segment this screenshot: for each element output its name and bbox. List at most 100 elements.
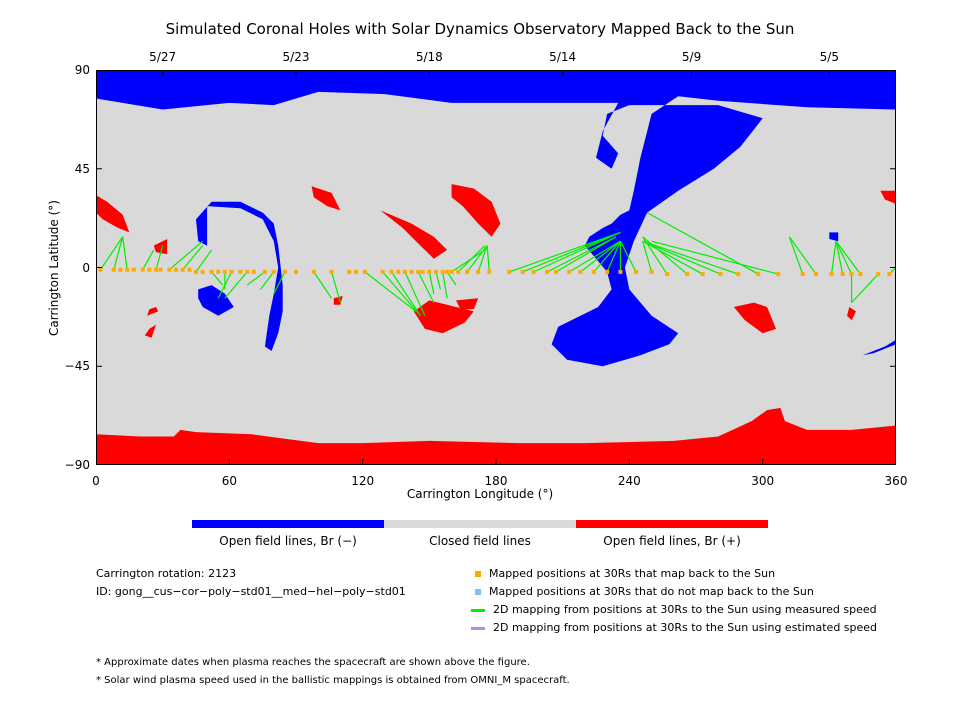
mapped-point-37 xyxy=(420,269,425,274)
mapping-line-57 xyxy=(851,273,879,304)
mapped-point-54 xyxy=(591,269,596,274)
mapped-point-50 xyxy=(545,269,550,274)
mapped-point-31 xyxy=(380,269,385,274)
mapping-line-1 xyxy=(113,236,124,270)
footnote-dates: * Approximate dates when plasma reaches … xyxy=(96,657,530,668)
mapped-point-66 xyxy=(800,272,805,277)
carrington-rotation: Carrington rotation: 2123 xyxy=(96,567,237,580)
legend-item-mapped: Mapped positions at 30Rs that map back t… xyxy=(475,567,775,580)
mapped-point-3 xyxy=(125,267,130,272)
y-tick-label-1: 45 xyxy=(74,161,90,176)
mapped-point-17 xyxy=(222,269,227,274)
mapping-line-42 xyxy=(642,240,653,273)
mapping-line-20 xyxy=(404,271,426,317)
mapped-point-14 xyxy=(200,269,205,274)
colorbar-label-open-positive: Open field lines, Br (+) xyxy=(603,534,741,548)
mapping-line-34 xyxy=(546,236,617,273)
mapped-point-7 xyxy=(154,267,158,272)
open-negative-region-0 xyxy=(96,70,896,367)
mapping-line-16 xyxy=(330,271,342,303)
x-tick-label-3: 180 xyxy=(484,474,508,488)
mapped-point-2 xyxy=(118,267,123,272)
mapped-point-15 xyxy=(209,269,214,274)
x-tick-label-5: 300 xyxy=(751,474,775,488)
mapped-point-49 xyxy=(531,269,536,274)
mapped-point-21 xyxy=(251,269,256,274)
mapped-point-69 xyxy=(840,272,845,277)
mapping-line-45 xyxy=(642,240,703,275)
x-axis-title: Carrington Longitude (°) xyxy=(406,487,554,501)
mapped-point-53 xyxy=(578,269,583,274)
chart-title: Simulated Coronal Holes with Solar Dynam… xyxy=(165,20,795,38)
mapping-line-23 xyxy=(435,271,442,290)
legend-label: Mapped positions at 30Rs that do not map… xyxy=(489,585,814,598)
mapped-point-44 xyxy=(465,269,470,274)
green-line-icon xyxy=(471,608,485,612)
mapped-point-4 xyxy=(131,267,136,272)
mapping-line-52 xyxy=(830,241,837,275)
legend-label: 2D mapping from positions at 30Rs to the… xyxy=(493,603,877,616)
mapped-point-73 xyxy=(887,272,892,277)
mapping-line-30 xyxy=(486,245,490,272)
mapped-point-46 xyxy=(487,269,492,274)
mapped-point-45 xyxy=(476,269,481,274)
open-positive-region-1 xyxy=(96,195,130,233)
orange-square-icon xyxy=(475,571,481,577)
plot-frame xyxy=(96,70,896,465)
mapping-line-32 xyxy=(522,231,621,273)
mapping-line-4 xyxy=(155,245,164,270)
y-axis-title: Carrington Latitude (°) xyxy=(47,200,61,336)
mapping-line-14 xyxy=(273,271,286,295)
mapped-point-48 xyxy=(520,269,525,274)
mapping-line-41 xyxy=(619,240,637,273)
date-label-5: 5/5 xyxy=(819,50,839,64)
mapped-point-12 xyxy=(187,267,192,272)
mapped-point-55 xyxy=(605,269,610,274)
open-positive-region-4 xyxy=(380,210,448,259)
legend-label: 2D mapping from positions at 30Rs to the… xyxy=(493,621,878,634)
mapping-line-50 xyxy=(788,236,804,275)
mapped-point-67 xyxy=(814,272,818,277)
mapped-point-68 xyxy=(829,272,834,277)
mapped-point-51 xyxy=(554,269,558,274)
mapped-point-18 xyxy=(229,269,234,274)
purple-line-icon xyxy=(471,626,485,630)
mapping-line-2 xyxy=(122,236,128,270)
blue-square-icon xyxy=(475,589,481,595)
open-positive-region-0 xyxy=(96,407,896,465)
mapping-line-37 xyxy=(580,240,621,273)
mapping-line-18 xyxy=(382,271,421,317)
x-tick-label-6: 360 xyxy=(884,474,908,488)
open-positive-region-7 xyxy=(456,298,479,310)
open-positive-region-2 xyxy=(153,239,168,255)
open-positive-region-13 xyxy=(880,190,896,204)
mapped-point-26 xyxy=(311,269,316,274)
mapping-line-15 xyxy=(313,271,333,299)
mapped-point-22 xyxy=(262,269,267,274)
colorbar-label-closed: Closed field lines xyxy=(429,534,531,548)
mapping-line-39 xyxy=(606,240,621,273)
x-tick-label-4: 240 xyxy=(617,474,641,488)
mapping-line-33 xyxy=(533,231,621,273)
closed-field-background xyxy=(96,70,896,465)
mapping-line-28 xyxy=(466,245,488,273)
mapped-point-70 xyxy=(849,272,854,277)
date-label-2: 5/18 xyxy=(415,50,443,64)
mapped-point-8 xyxy=(158,267,163,272)
y-tick-label-2: 0 xyxy=(82,260,90,275)
mapping-line-12 xyxy=(246,271,266,286)
mapping-line-17 xyxy=(364,271,417,312)
open-negative-region-3 xyxy=(829,232,839,242)
open-positive-region-3 xyxy=(311,186,341,211)
mapped-point-9 xyxy=(167,267,172,272)
mapped-point-11 xyxy=(180,267,185,272)
mapping-line-49 xyxy=(651,240,779,275)
mapped-point-27 xyxy=(329,269,334,274)
open-positive-region-5 xyxy=(451,184,501,237)
colorbar-closed xyxy=(384,520,576,528)
mapping-line-5 xyxy=(168,240,204,271)
date-label-4: 5/9 xyxy=(681,50,702,64)
x-tick-label-2: 120 xyxy=(351,474,375,488)
mapping-line-46 xyxy=(642,240,721,275)
mapped-point-57 xyxy=(634,269,638,274)
